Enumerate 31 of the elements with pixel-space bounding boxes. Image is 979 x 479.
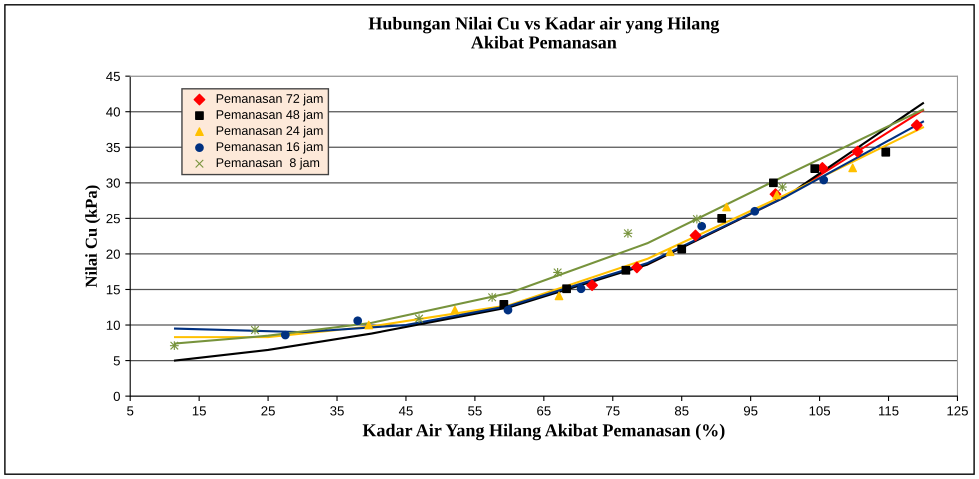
y-tick-label: 40: [106, 107, 120, 117]
legend-label: Pemanasan 24 jam: [216, 126, 323, 138]
y-tick-label: 45: [106, 72, 120, 82]
y-tick-label: 0: [114, 392, 120, 402]
y-tick-label: 5: [114, 356, 120, 366]
y-tick-label: 20: [106, 249, 120, 259]
y-axis-title: Nilai Cu (kPa): [85, 185, 100, 288]
x-tick-label: 35: [330, 406, 344, 416]
y-tick-label: 30: [106, 178, 120, 188]
x-tick-label: 105: [810, 406, 830, 416]
y-tick-label: 25: [106, 214, 120, 224]
legend-label: Pemanasan 72 jam: [216, 94, 323, 106]
x-tick-label: 15: [192, 406, 206, 416]
x-tick-label: 95: [744, 406, 758, 416]
x-tick-label: 5: [127, 406, 134, 416]
legend-label: Pemanasan 8 jam: [216, 158, 320, 170]
x-tick-label: 45: [398, 406, 413, 416]
chart-title: Hubungan Nilai Cu vs Kadar air yang Hilang Akibat Pemanasan: [368, 16, 720, 49]
x-tick-label: 85: [674, 406, 688, 416]
y-tick-label: 15: [106, 285, 120, 294]
y-tick-label: 35: [106, 142, 120, 152]
legend-label: Pemanasan 48 jam: [216, 110, 323, 122]
y-tick-label: 10: [106, 320, 120, 330]
x-tick-label: 55: [468, 406, 482, 416]
x-tick-label: 65: [537, 406, 551, 416]
x-tick-label: 75: [606, 406, 620, 416]
x-axis-title: Kadar Air Yang Hilang Akibat Pemanasan (%): [362, 424, 724, 440]
x-tick-label: 125: [947, 406, 968, 416]
legend-label: Pemanasan 16 jam: [216, 142, 323, 154]
x-tick-label: 115: [879, 406, 898, 416]
x-tick-label: 25: [261, 406, 275, 416]
